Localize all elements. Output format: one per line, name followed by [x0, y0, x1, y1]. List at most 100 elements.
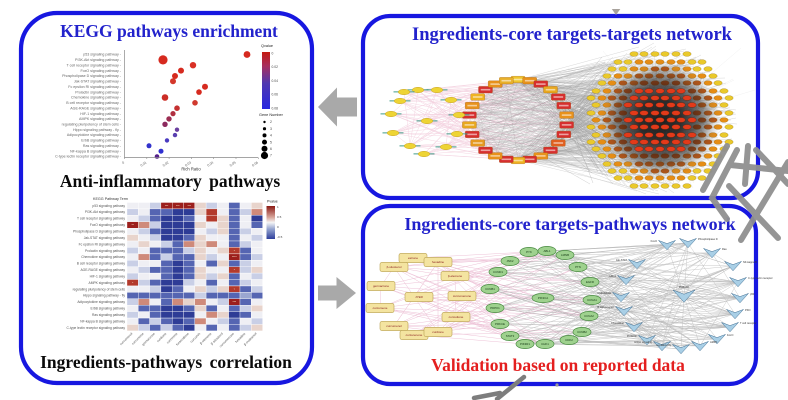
svg-text:Ras signaling pathway: Ras signaling pathway	[92, 313, 125, 317]
svg-text:p53 signaling pathway -: p53 signaling pathway -	[83, 53, 122, 57]
svg-text:Ingredients-pathways correlati: Ingredients-pathways correlation	[40, 352, 292, 372]
svg-text:0.06: 0.06	[251, 160, 259, 167]
svg-text:hexadine: hexadine	[432, 260, 445, 264]
svg-text:PIK3CA: PIK3CA	[538, 296, 548, 300]
svg-text:KEGG Pathway Term: KEGG Pathway Term	[93, 197, 128, 201]
svg-text:curdione: curdione	[432, 330, 444, 334]
svg-text:Prolactin signaling pathway: Prolactin signaling pathway	[85, 249, 125, 253]
svg-text:6: 6	[270, 147, 272, 151]
svg-text:HIF-1: HIF-1	[610, 274, 617, 278]
svg-text:PKN: PKN	[745, 308, 750, 312]
svg-text:PI3K-Akt signaling pathway: PI3K-Akt signaling pathway	[85, 210, 125, 214]
svg-text:0.02: 0.02	[272, 65, 279, 69]
svg-text:AMPK: AMPK	[710, 340, 718, 344]
svg-text:3: 3	[270, 127, 272, 131]
svg-text:*: *	[234, 268, 236, 272]
svg-text:B cell receptor signaling path: B cell receptor signaling pathway	[77, 262, 126, 266]
svg-text:regulating fly: regulating fly	[656, 343, 671, 347]
svg-text:Hippo signaling pathway - fly: Hippo signaling pathway - fly -	[73, 128, 122, 132]
svg-text:NF-kappa B signaling pathway: NF-kappa B signaling pathway	[80, 319, 125, 323]
svg-text:Qvalue: Qvalue	[261, 44, 273, 48]
svg-text:FoxO: FoxO	[727, 333, 733, 337]
svg-text:1: 1	[277, 205, 279, 209]
svg-text:*: *	[132, 281, 134, 285]
svg-text:Fc epsilon RI signaling pathwa: Fc epsilon RI signaling pathway -	[68, 85, 122, 89]
svg-text:0.04: 0.04	[272, 79, 279, 83]
svg-text:PDPK1: PDPK1	[490, 306, 500, 310]
svg-text:Chemokine signaling pathway: Chemokine signaling pathway	[81, 255, 125, 259]
svg-text:ErbB signaling pathway -: ErbB signaling pathway -	[81, 139, 122, 143]
svg-text:FoxO signaling pathway -: FoxO signaling pathway -	[80, 69, 121, 73]
svg-text:PI3K-Akt signaling pathway -: PI3K-Akt signaling pathway -	[75, 58, 122, 62]
svg-text:Adipocytokine signaling pathwa: Adipocytokine signaling pathway -	[67, 133, 122, 137]
svg-text:AGE-RAGE: AGE-RAGE	[597, 291, 611, 295]
svg-text:STAT3: STAT3	[506, 334, 515, 338]
svg-text:CDK2: CDK2	[565, 338, 573, 342]
svg-text:C-type lectin receptor signali: C-type lectin receptor signaling pathway	[67, 326, 126, 330]
svg-text:***: ***	[165, 204, 169, 208]
svg-text:Phospholipase D signaling path: Phospholipase D signaling pathway	[73, 230, 125, 234]
svg-text:Fc epsilon RI signaling pathwa: Fc epsilon RI signaling pathway	[79, 242, 126, 246]
svg-text:Pvalue: Pvalue	[267, 200, 278, 204]
svg-text:CCNA2: CCNA2	[584, 314, 594, 318]
svg-text:HIF-1 signaling pathway -: HIF-1 signaling pathway -	[80, 112, 122, 116]
svg-text:JYER: JYER	[415, 295, 424, 299]
svg-text:Jak-STAT signaling pathway -: Jak-STAT signaling pathway -	[74, 80, 122, 84]
svg-text:CCND1: CCND1	[493, 270, 503, 274]
svg-text:0.08: 0.08	[272, 106, 279, 110]
svg-text:Ras signaling pathway -: Ras signaling pathway -	[83, 144, 122, 148]
svg-text:curzerenone: curzerenone	[406, 333, 423, 337]
svg-text:NF-kappa B signaling pathway -: NF-kappa B signaling pathway -	[70, 149, 122, 153]
svg-text:T cell receptor: T cell receptor	[740, 321, 757, 325]
svg-text:FoxO signaling pathway: FoxO signaling pathway	[90, 223, 126, 227]
svg-text:C-type lectin receptor signali: C-type lectin receptor signaling pathway…	[55, 155, 122, 159]
svg-text:PI3K-Akt: PI3K-Akt	[679, 285, 690, 289]
svg-text:0: 0	[121, 160, 125, 164]
svg-text:regulating pluripotency of ste: regulating pluripotency of stem cells -	[62, 123, 122, 127]
svg-text:***: ***	[233, 300, 237, 304]
svg-text:*: *	[234, 249, 236, 253]
svg-text:p53 signaling pathway: p53 signaling pathway	[92, 204, 125, 208]
svg-text:KEGG pathways enrichment: KEGG pathways enrichment	[60, 21, 278, 41]
svg-text:Ingredients-core targets-targe: Ingredients-core targets-targets network	[412, 25, 733, 45]
svg-text:PRKCE: PRKCE	[495, 322, 505, 326]
svg-text:germacrone: germacrone	[373, 284, 389, 288]
svg-text:curcumenone: curcumenone	[453, 294, 472, 298]
svg-text:Gene Number: Gene Number	[259, 113, 284, 117]
svg-text:Rich Ratio: Rich Ratio	[181, 167, 201, 172]
svg-text:Anti-inflammatory pathways: Anti-inflammatory pathways	[60, 171, 280, 191]
svg-text:B cell receptor signaling path: B cell receptor signaling pathway -	[66, 101, 122, 105]
svg-text:Hippo signaling pathway - fly: Hippo signaling pathway - fly	[83, 294, 125, 298]
svg-text:LMNB: LMNB	[561, 253, 569, 257]
svg-text:ABL1: ABL1	[543, 249, 550, 253]
svg-text:T cell receptor signaling path: T cell receptor signaling pathway	[77, 217, 125, 221]
svg-text:ErbB signaling pathway: ErbB signaling pathway	[91, 307, 126, 311]
svg-text:0: 0	[272, 52, 274, 56]
svg-text:AGE-RAGE signaling pathway -: AGE-RAGE signaling pathway -	[70, 106, 122, 110]
svg-text:0.05: 0.05	[229, 160, 237, 167]
svg-text:JNK2: JNK2	[506, 259, 513, 263]
svg-text:0: 0	[277, 225, 279, 229]
svg-text:curcudione: curcudione	[449, 315, 464, 319]
svg-text:curcumenol: curcumenol	[386, 324, 402, 328]
svg-text:Chemokine signaling pathway -: Chemokine signaling pathway -	[71, 96, 122, 100]
svg-text:0.06: 0.06	[272, 93, 279, 97]
svg-text:2: 2	[270, 120, 272, 124]
svg-text:*: *	[234, 287, 236, 291]
svg-text:CCNA1: CCNA1	[587, 298, 597, 302]
svg-text:****: ****	[232, 255, 238, 259]
svg-text:regulating pluripotency of ste: regulating pluripotency of stem cells	[73, 287, 126, 291]
svg-text:**: **	[132, 223, 135, 227]
svg-text:CCNB1: CCNB1	[485, 287, 495, 291]
svg-text:5: 5	[270, 140, 272, 144]
svg-text:Phospholipase D signaling path: Phospholipase D signaling pathway -	[62, 74, 122, 78]
svg-text:Ras: Ras	[722, 247, 727, 251]
svg-text:PTN: PTN	[575, 265, 581, 269]
svg-text:PIK3R1: PIK3R1	[520, 342, 530, 346]
svg-text:curdione: curdione	[156, 332, 168, 344]
svg-text:4: 4	[270, 134, 272, 138]
svg-text:C-type lectin receptor: C-type lectin receptor	[748, 276, 773, 280]
svg-text:Jak-STAT signaling pathway: Jak-STAT signaling pathway	[84, 236, 126, 240]
svg-text:NF-kappa B: NF-kappa B	[743, 260, 757, 264]
svg-text:-0.5: -0.5	[277, 235, 283, 239]
